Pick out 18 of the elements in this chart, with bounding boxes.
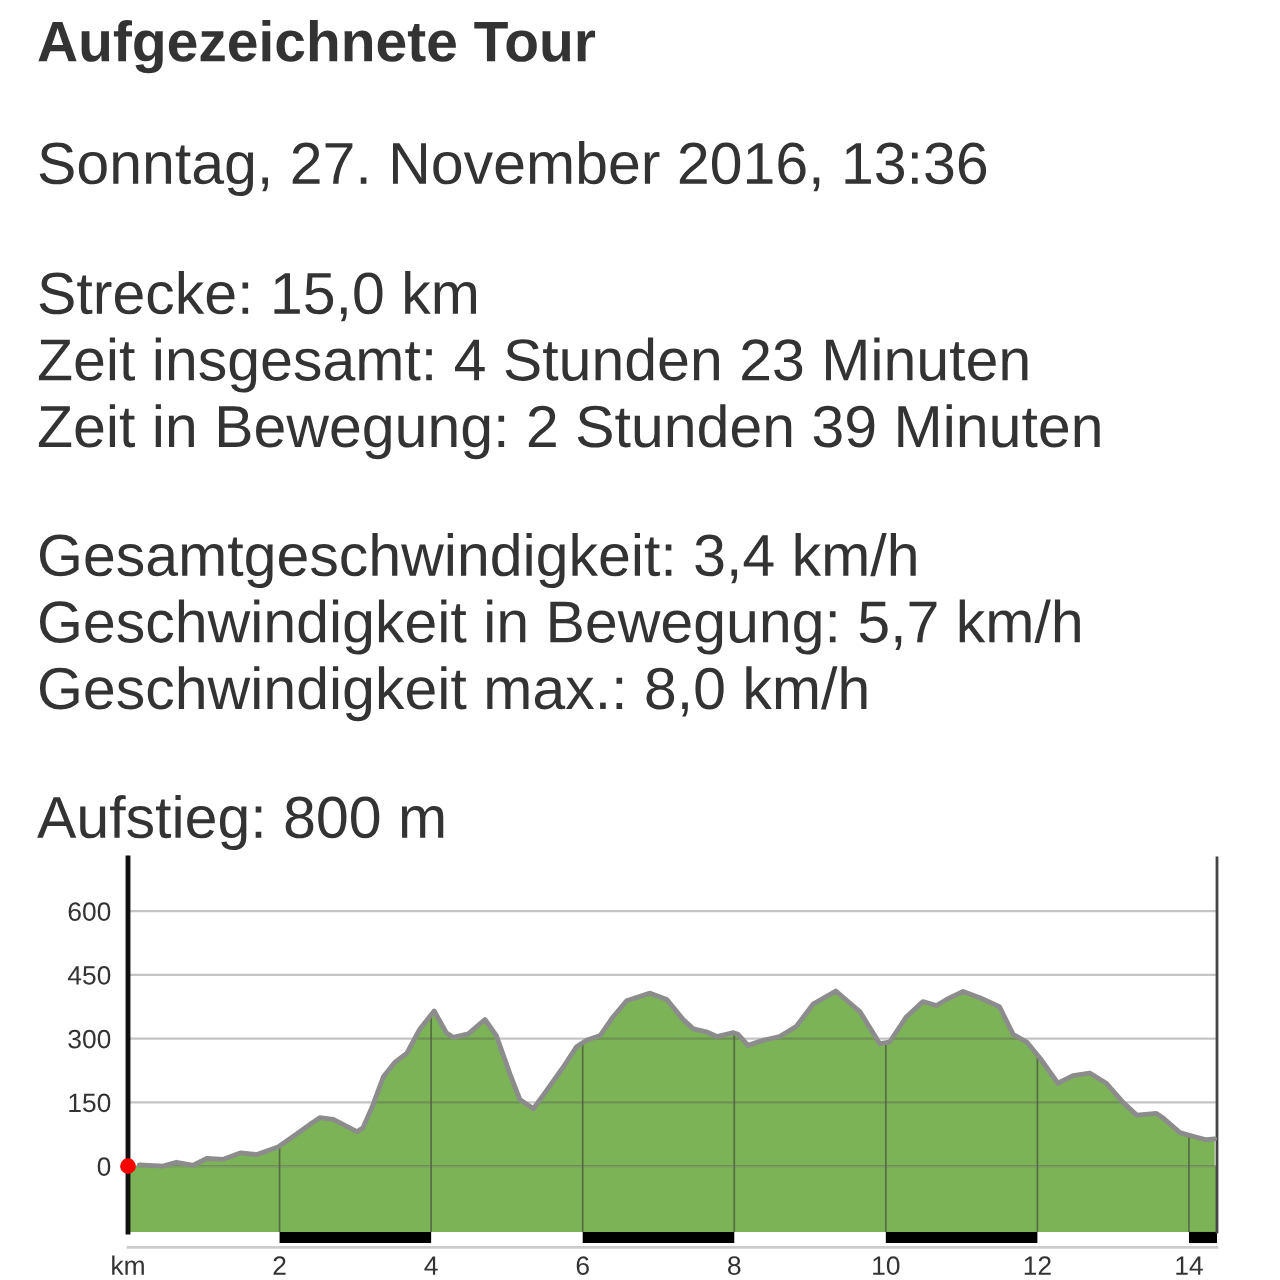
x-tick-label: 12 xyxy=(1024,1256,1051,1275)
y-tick-label: 150 xyxy=(69,1093,111,1113)
x-tick-label: 2 xyxy=(273,1256,286,1275)
x-tick-label: 14 xyxy=(1176,1256,1203,1275)
chart-title: Aufgezeichnete Tour xyxy=(38,20,596,74)
y-tick-label: 0 xyxy=(97,1157,111,1176)
x-tick-label: 6 xyxy=(576,1256,589,1275)
y-tick-label: 450 xyxy=(67,966,111,985)
y-tick-label: 600 xyxy=(68,902,111,921)
y-tick-label: 300 xyxy=(68,1029,111,1049)
x-tick-label: km xyxy=(112,1255,144,1275)
text: Aufstieg: 800 m xyxy=(37,795,444,851)
text: Gesamtgeschwindigkeit: 3,4 km/h Geschwindigkeit in Bewegung: 5,7 km/h Geschwindigkeit max.: 8,0 km/h xyxy=(39,533,1080,722)
chart-subtitle: Sonntag, 27. November 2016, 13:36 xyxy=(39,141,987,197)
text: Strecke: 15,0 km Zeit insgesamt: 4 Stunden 23 Minuten Zeit in Bewegung: 2 Stunden 39 Minuten xyxy=(38,271,1100,460)
x-tick-label: 10 xyxy=(873,1256,900,1275)
x-tick-label: 4 xyxy=(424,1256,438,1275)
x-tick-label: 8 xyxy=(728,1256,741,1275)
